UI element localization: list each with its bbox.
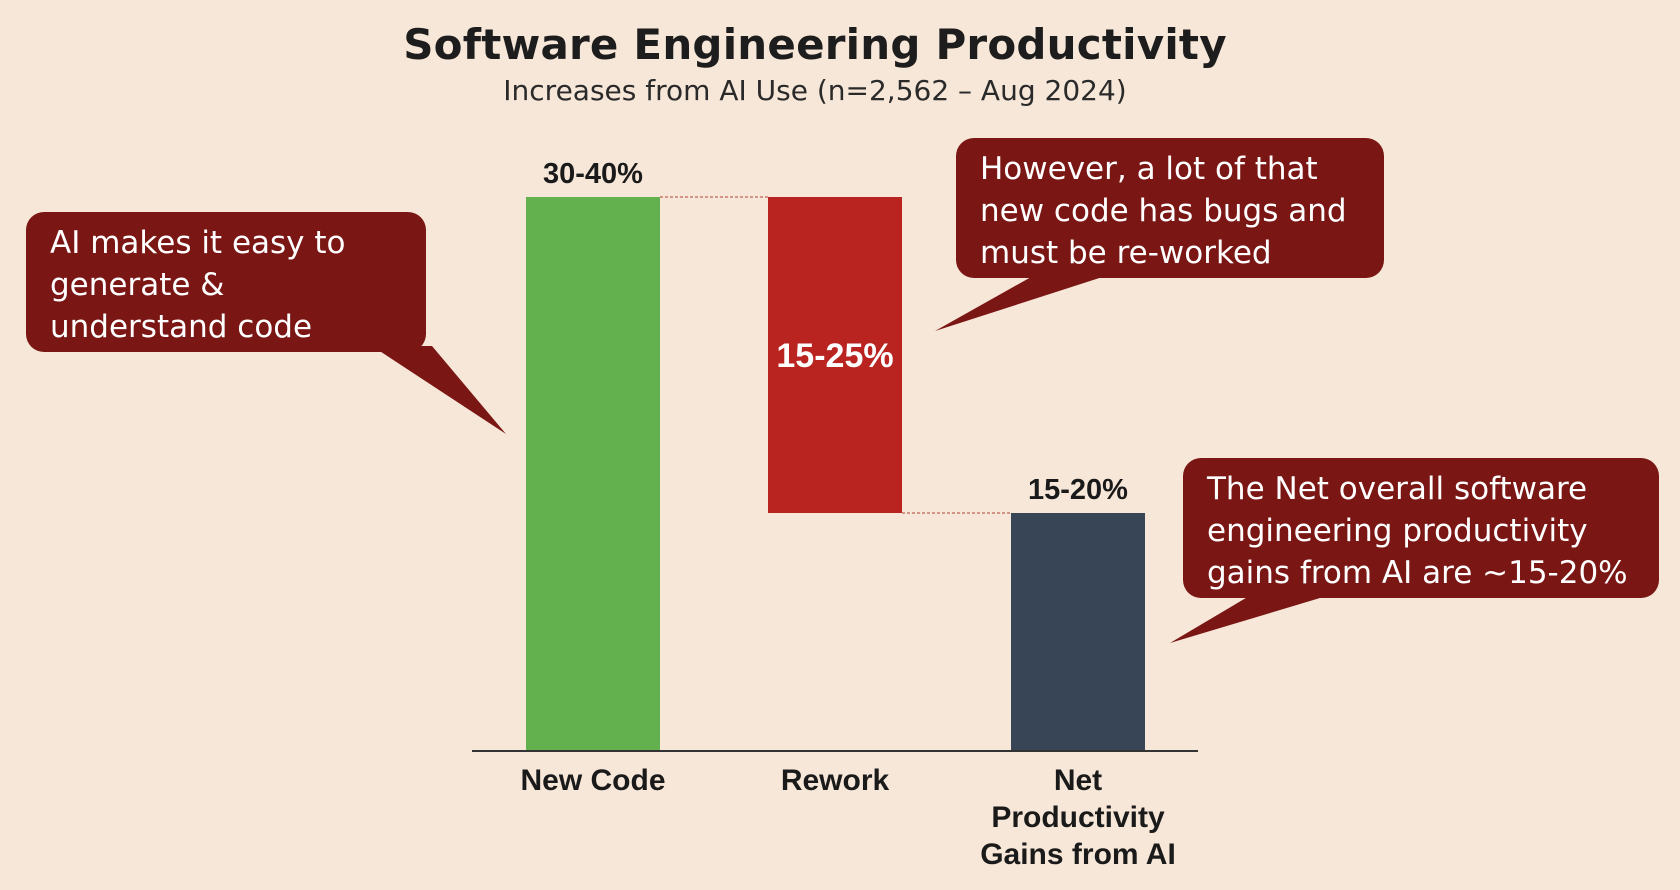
- bar-net-productivity-gains-from-ai: [1011, 513, 1145, 750]
- chart-subtitle: Increases from AI Use (n=2,562 – Aug 202…: [503, 74, 1127, 107]
- chart-title: Software Engineering Productivity: [403, 20, 1227, 69]
- callout-left: AI makes it easy to generate & understan…: [26, 212, 426, 352]
- x-tick-label: Gains from AI: [980, 838, 1176, 871]
- bar-value-label: 15-20%: [1028, 474, 1128, 506]
- bar-value-label: 30-40%: [543, 158, 643, 190]
- x-tick-label: Productivity: [991, 801, 1165, 834]
- x-tick-label: Net: [1054, 764, 1102, 797]
- bar-rework: [768, 197, 902, 513]
- bar-value-label: 15-25%: [776, 337, 893, 375]
- bar-new-code: [526, 197, 660, 750]
- callout-top-right: However, a lot of that new code has bugs…: [956, 138, 1384, 278]
- x-tick-label: New Code: [520, 764, 665, 797]
- x-tick-label: Rework: [781, 764, 890, 797]
- callout-bottom-right: The Net overall software engineering pro…: [1183, 458, 1659, 598]
